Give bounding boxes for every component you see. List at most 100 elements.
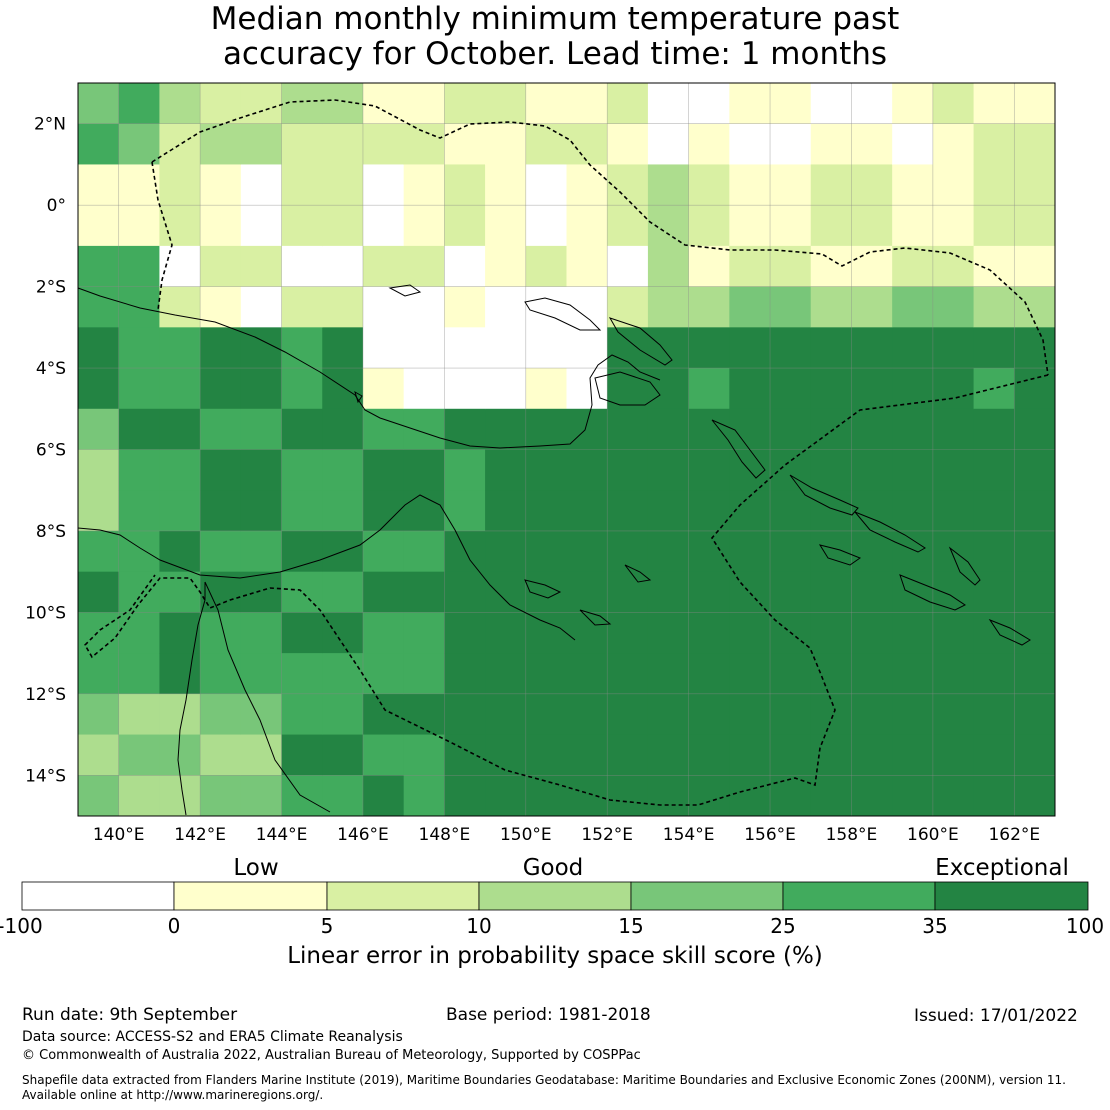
skill-cell	[607, 123, 649, 165]
skill-cell	[566, 327, 608, 369]
skill-cell	[892, 449, 934, 491]
skill-cell	[688, 327, 730, 369]
skill-cell	[647, 490, 690, 532]
skill-cell	[281, 368, 323, 410]
skill-cell	[159, 83, 201, 125]
skill-cell	[444, 571, 486, 613]
eez-boundaries	[83, 99, 1049, 806]
skill-cell	[362, 368, 405, 410]
skill-cell	[1014, 123, 1056, 165]
skill-cell	[281, 571, 323, 613]
skill-cell	[403, 653, 445, 695]
skill-cell	[647, 123, 690, 165]
skill-cell	[932, 449, 975, 491]
skill-cell	[525, 286, 567, 328]
skill-cell	[932, 83, 975, 125]
x-tick-label: 140°E	[93, 825, 145, 845]
skill-cell	[159, 490, 201, 532]
skill-cell	[281, 449, 323, 491]
skill-cell	[444, 164, 486, 206]
dentrecasteaux-islands	[524, 579, 562, 599]
skill-cell	[200, 286, 242, 328]
skill-cell	[1014, 734, 1056, 776]
skill-cell	[810, 83, 852, 125]
skill-cell	[810, 123, 852, 165]
skill-cell	[688, 490, 730, 532]
colorbar	[21, 881, 1089, 911]
x-tick-label: 144°E	[256, 825, 308, 845]
skill-cell	[362, 408, 405, 450]
skill-cell	[78, 123, 120, 165]
skill-cell	[525, 449, 567, 491]
skill-cell	[444, 693, 486, 736]
skill-cell	[932, 653, 975, 695]
cbar-tick: 5	[320, 914, 334, 938]
skill-cell	[118, 408, 160, 450]
skill-cell	[485, 123, 527, 165]
skill-cell	[444, 775, 486, 817]
skill-cell	[485, 245, 527, 288]
skill-cell	[607, 83, 649, 125]
skill-cell	[444, 653, 486, 695]
skill-cell	[688, 734, 730, 776]
skill-cell	[362, 123, 405, 165]
skill-cell	[200, 408, 242, 450]
skill-cell	[932, 368, 975, 410]
skill-cell	[525, 245, 567, 288]
skill-cell	[892, 775, 934, 817]
cbar-tick: 0	[167, 914, 181, 938]
skill-cell	[118, 245, 160, 288]
skill-cell	[688, 653, 730, 695]
skill-cell	[240, 408, 283, 450]
skill-cell	[607, 490, 649, 532]
skill-cell	[525, 408, 567, 450]
y-tick-label: 10°S	[25, 603, 66, 623]
colorbar-segment	[326, 881, 480, 911]
skill-cell	[770, 693, 812, 736]
new-guinea-south-coast	[77, 494, 576, 641]
skill-cell	[159, 327, 201, 369]
category-low: Low	[233, 855, 279, 881]
skill-cell	[322, 245, 364, 288]
skill-cell	[647, 734, 690, 776]
skill-cell	[485, 83, 527, 125]
cbar-tick: -100	[0, 914, 43, 938]
skill-cell	[973, 164, 1015, 206]
skill-cell	[607, 286, 649, 328]
skill-cell	[118, 490, 160, 532]
skill-cell	[159, 368, 201, 410]
skill-cell	[525, 693, 567, 736]
skill-cell	[1014, 612, 1056, 654]
skill-cell	[892, 408, 934, 450]
skill-cell	[688, 286, 730, 328]
skill-cell	[607, 571, 649, 613]
skill-cell	[403, 164, 445, 206]
skill-cell	[729, 408, 771, 450]
skill-cell	[444, 612, 486, 654]
skill-cell	[200, 693, 242, 736]
skill-cell	[444, 205, 486, 247]
issued-date: Issued: 17/01/2022	[914, 1006, 1078, 1026]
skill-cell	[444, 490, 486, 532]
y-tick-label: 12°S	[25, 685, 66, 705]
skill-cell	[647, 530, 690, 573]
skill-cell	[322, 612, 364, 654]
skill-cell	[647, 408, 690, 450]
skill-cell	[322, 734, 364, 776]
skill-cell	[892, 205, 934, 247]
skill-cell	[647, 245, 690, 288]
skill-cell	[444, 327, 486, 369]
skill-cell	[78, 327, 120, 369]
skill-cell	[322, 408, 364, 450]
cbar-tick: 15	[618, 914, 644, 938]
skill-cell	[729, 327, 771, 369]
skill-cell	[322, 327, 364, 369]
bougainville	[711, 419, 766, 479]
skill-cell	[403, 408, 445, 450]
skill-cell	[240, 83, 283, 125]
skill-cell	[973, 123, 1015, 165]
skill-cell	[485, 408, 527, 450]
skill-cell	[932, 205, 975, 247]
skill-cell	[607, 530, 649, 573]
